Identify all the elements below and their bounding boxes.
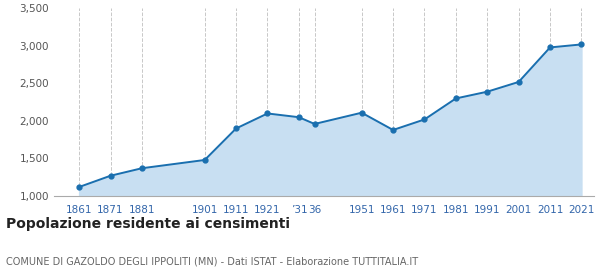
Text: COMUNE DI GAZOLDO DEGLI IPPOLITI (MN) - Dati ISTAT - Elaborazione TUTTITALIA.IT: COMUNE DI GAZOLDO DEGLI IPPOLITI (MN) - … [6, 256, 418, 267]
Text: Popolazione residente ai censimenti: Popolazione residente ai censimenti [6, 217, 290, 231]
